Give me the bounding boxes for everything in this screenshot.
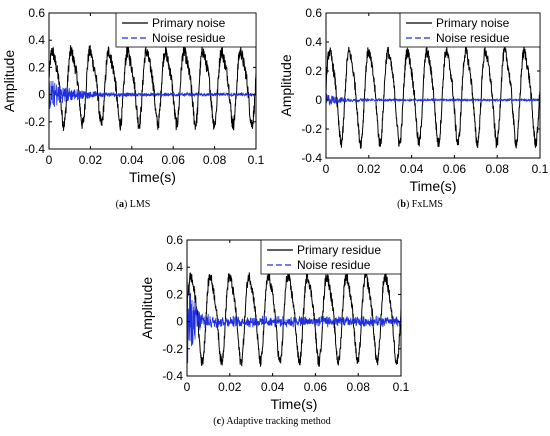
y-tick-label: 0.2	[28, 60, 45, 74]
series-line-noise-residue	[187, 279, 401, 364]
y-tick-label: -0.4	[162, 369, 183, 383]
x-tick-label: 0.1	[393, 380, 410, 394]
y-tick-label: 0.4	[28, 33, 45, 47]
y-tick-label: 0.6	[305, 6, 322, 20]
x-tick-label: 0.02	[218, 380, 242, 394]
y-tick-label: 0.2	[305, 64, 322, 78]
x-tick-label: 0.08	[486, 162, 510, 176]
legend-box	[260, 239, 402, 275]
legend-label: Noise residue	[297, 258, 371, 272]
chart-panel-b: 0 0.02 0.04 0.06 0.08 0.1 0.6 0.4 0.2 0 -0.2 -0.4 Ti…	[278, 6, 549, 210]
series-line-primary-residue	[187, 271, 401, 367]
figure-caption: (a) LMS	[116, 199, 151, 210]
x-tick-label: 0.02	[357, 162, 381, 176]
x-tick-label: 0	[323, 162, 330, 176]
figure-caption: (c) Adaptive tracking method	[213, 416, 331, 427]
y-tick-label: -0.2	[301, 122, 322, 136]
x-axis-label: Time(s)	[129, 169, 176, 185]
x-tick-label: 0.08	[203, 153, 227, 167]
y-tick-label: 0.6	[28, 6, 45, 20]
y-tick-label: -0.4	[24, 142, 45, 156]
y-tick-label: 0.4	[166, 260, 183, 274]
y-tick-label: 0	[315, 93, 322, 107]
legend-box	[399, 12, 541, 48]
legend-label: Primary residue	[297, 243, 381, 257]
y-axis-label: Amplitude	[1, 50, 17, 112]
figure-caption: (b) FxLMS	[397, 199, 443, 210]
legend-label: Noise residue	[152, 31, 226, 45]
y-tick-label: 0	[176, 315, 183, 329]
legend-box	[115, 12, 257, 48]
y-tick-label: -0.2	[24, 115, 45, 129]
x-tick-label: 0.04	[400, 162, 424, 176]
series-line-noise-residue	[49, 79, 256, 109]
x-tick-label: 0.04	[120, 153, 144, 167]
y-tick-label: 0.6	[166, 233, 183, 247]
x-tick-label: 0	[184, 380, 191, 394]
x-axis-label: Time(s)	[410, 178, 457, 194]
y-tick-label: 0.4	[305, 35, 322, 49]
y-tick-label: -0.4	[301, 151, 322, 165]
x-tick-label: 0.04	[261, 380, 285, 394]
x-axis-label: Time(s)	[271, 396, 318, 412]
x-tick-label: 0.08	[347, 380, 371, 394]
chart-panel-c: 0 0.02 0.04 0.06 0.08 0.1 0.6 0.4 0.2 0 -0.2 -0.4 Ti…	[139, 233, 410, 427]
x-tick-label: 0.02	[79, 153, 103, 167]
legend-label: Noise residue	[436, 31, 510, 45]
y-tick-label: 0.2	[166, 287, 183, 301]
y-tick-label: 0	[38, 88, 45, 102]
legend-label: Primary noise	[152, 16, 226, 30]
series-line-primary-noise	[326, 45, 540, 150]
legend-label: Primary noise	[436, 16, 510, 30]
y-tick-label: -0.2	[162, 342, 183, 356]
y-axis-label: Amplitude	[139, 277, 155, 339]
y-axis-label: Amplitude	[278, 54, 294, 116]
x-tick-label: 0.06	[443, 162, 467, 176]
series-line-noise-residue	[326, 93, 540, 106]
x-tick-label: 0	[46, 153, 53, 167]
chart-panel-a: 0 0.02 0.04 0.06 0.08 0.1 0.6 0.4 0.2 0 -0.2 -0.4 Ti…	[1, 6, 265, 210]
x-tick-label: 0.1	[248, 153, 265, 167]
x-tick-label: 0.06	[162, 153, 186, 167]
x-tick-label: 0.1	[532, 162, 549, 176]
x-tick-label: 0.06	[304, 380, 328, 394]
series-line-primary-noise	[49, 45, 256, 131]
